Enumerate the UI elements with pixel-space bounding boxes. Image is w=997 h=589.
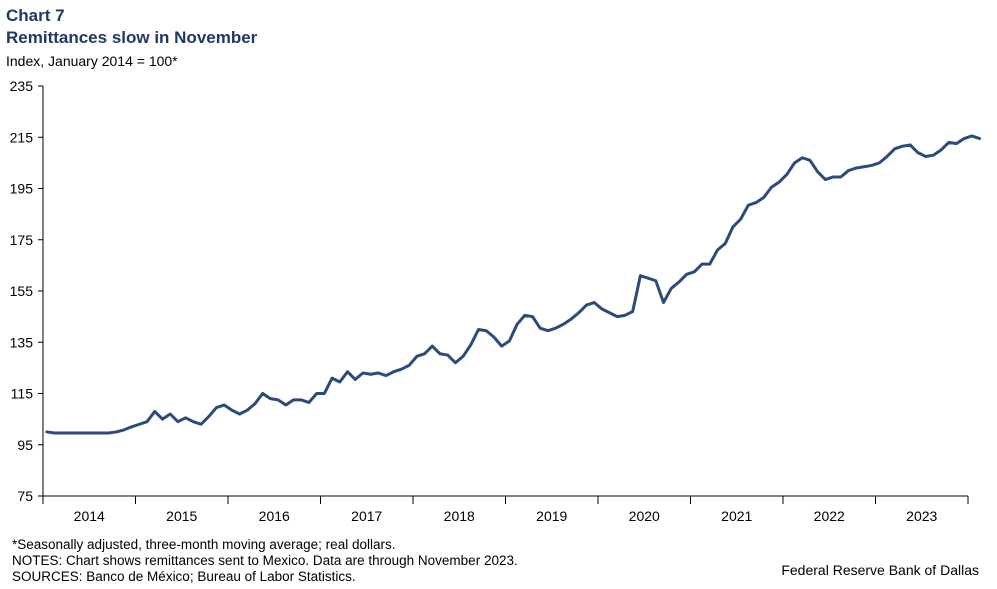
x-tick-label: 2020 [629, 508, 660, 524]
x-axis: 2014 2015 2016 2017 2018 2019 2020 2021 2022 2023 [42, 495, 969, 524]
chart-number: Chart 7 [6, 6, 65, 25]
chart-notes: *Seasonally adjusted, three-month moving… [12, 537, 518, 585]
y-tick-label: 235 [10, 78, 34, 94]
chart-title: Remittances slow in November [6, 28, 258, 47]
x-tick-label: 2014 [74, 508, 105, 524]
source-credit: Federal Reserve Bank of Dallas [781, 562, 979, 578]
y-tick-label: 75 [17, 488, 33, 504]
footnote-seasonal: *Seasonally adjusted, three-month moving… [12, 537, 396, 552]
y-tick-label: 215 [10, 129, 34, 145]
y-tick-label: 175 [10, 232, 34, 248]
x-tick-label: 2018 [444, 508, 475, 524]
x-tick-label: 2022 [814, 508, 845, 524]
y-tick-label: 195 [10, 181, 34, 197]
y-tick-label: 115 [11, 386, 34, 402]
x-tick-label: 2015 [166, 508, 197, 524]
sources-text: SOURCES: Banco de México; Bureau of Labo… [12, 569, 356, 584]
y-axis: 75 95 115 135 155 175 195 215 235 [10, 78, 44, 504]
y-tick-label: 95 [17, 437, 33, 453]
x-tick-label: 2017 [351, 508, 382, 524]
notes-text: NOTES: Chart shows remittances sent to M… [12, 553, 518, 568]
x-tick-label: 2023 [906, 508, 937, 524]
x-tick-label: 2019 [536, 508, 567, 524]
x-tick-label: 2016 [259, 508, 290, 524]
x-tick-label: 2021 [721, 508, 752, 524]
y-axis-unit-label: Index, January 2014 = 100* [6, 53, 178, 69]
y-tick-label: 135 [10, 334, 34, 350]
y-tick-label: 155 [10, 283, 34, 299]
series-line-remittances [45, 134, 982, 435]
